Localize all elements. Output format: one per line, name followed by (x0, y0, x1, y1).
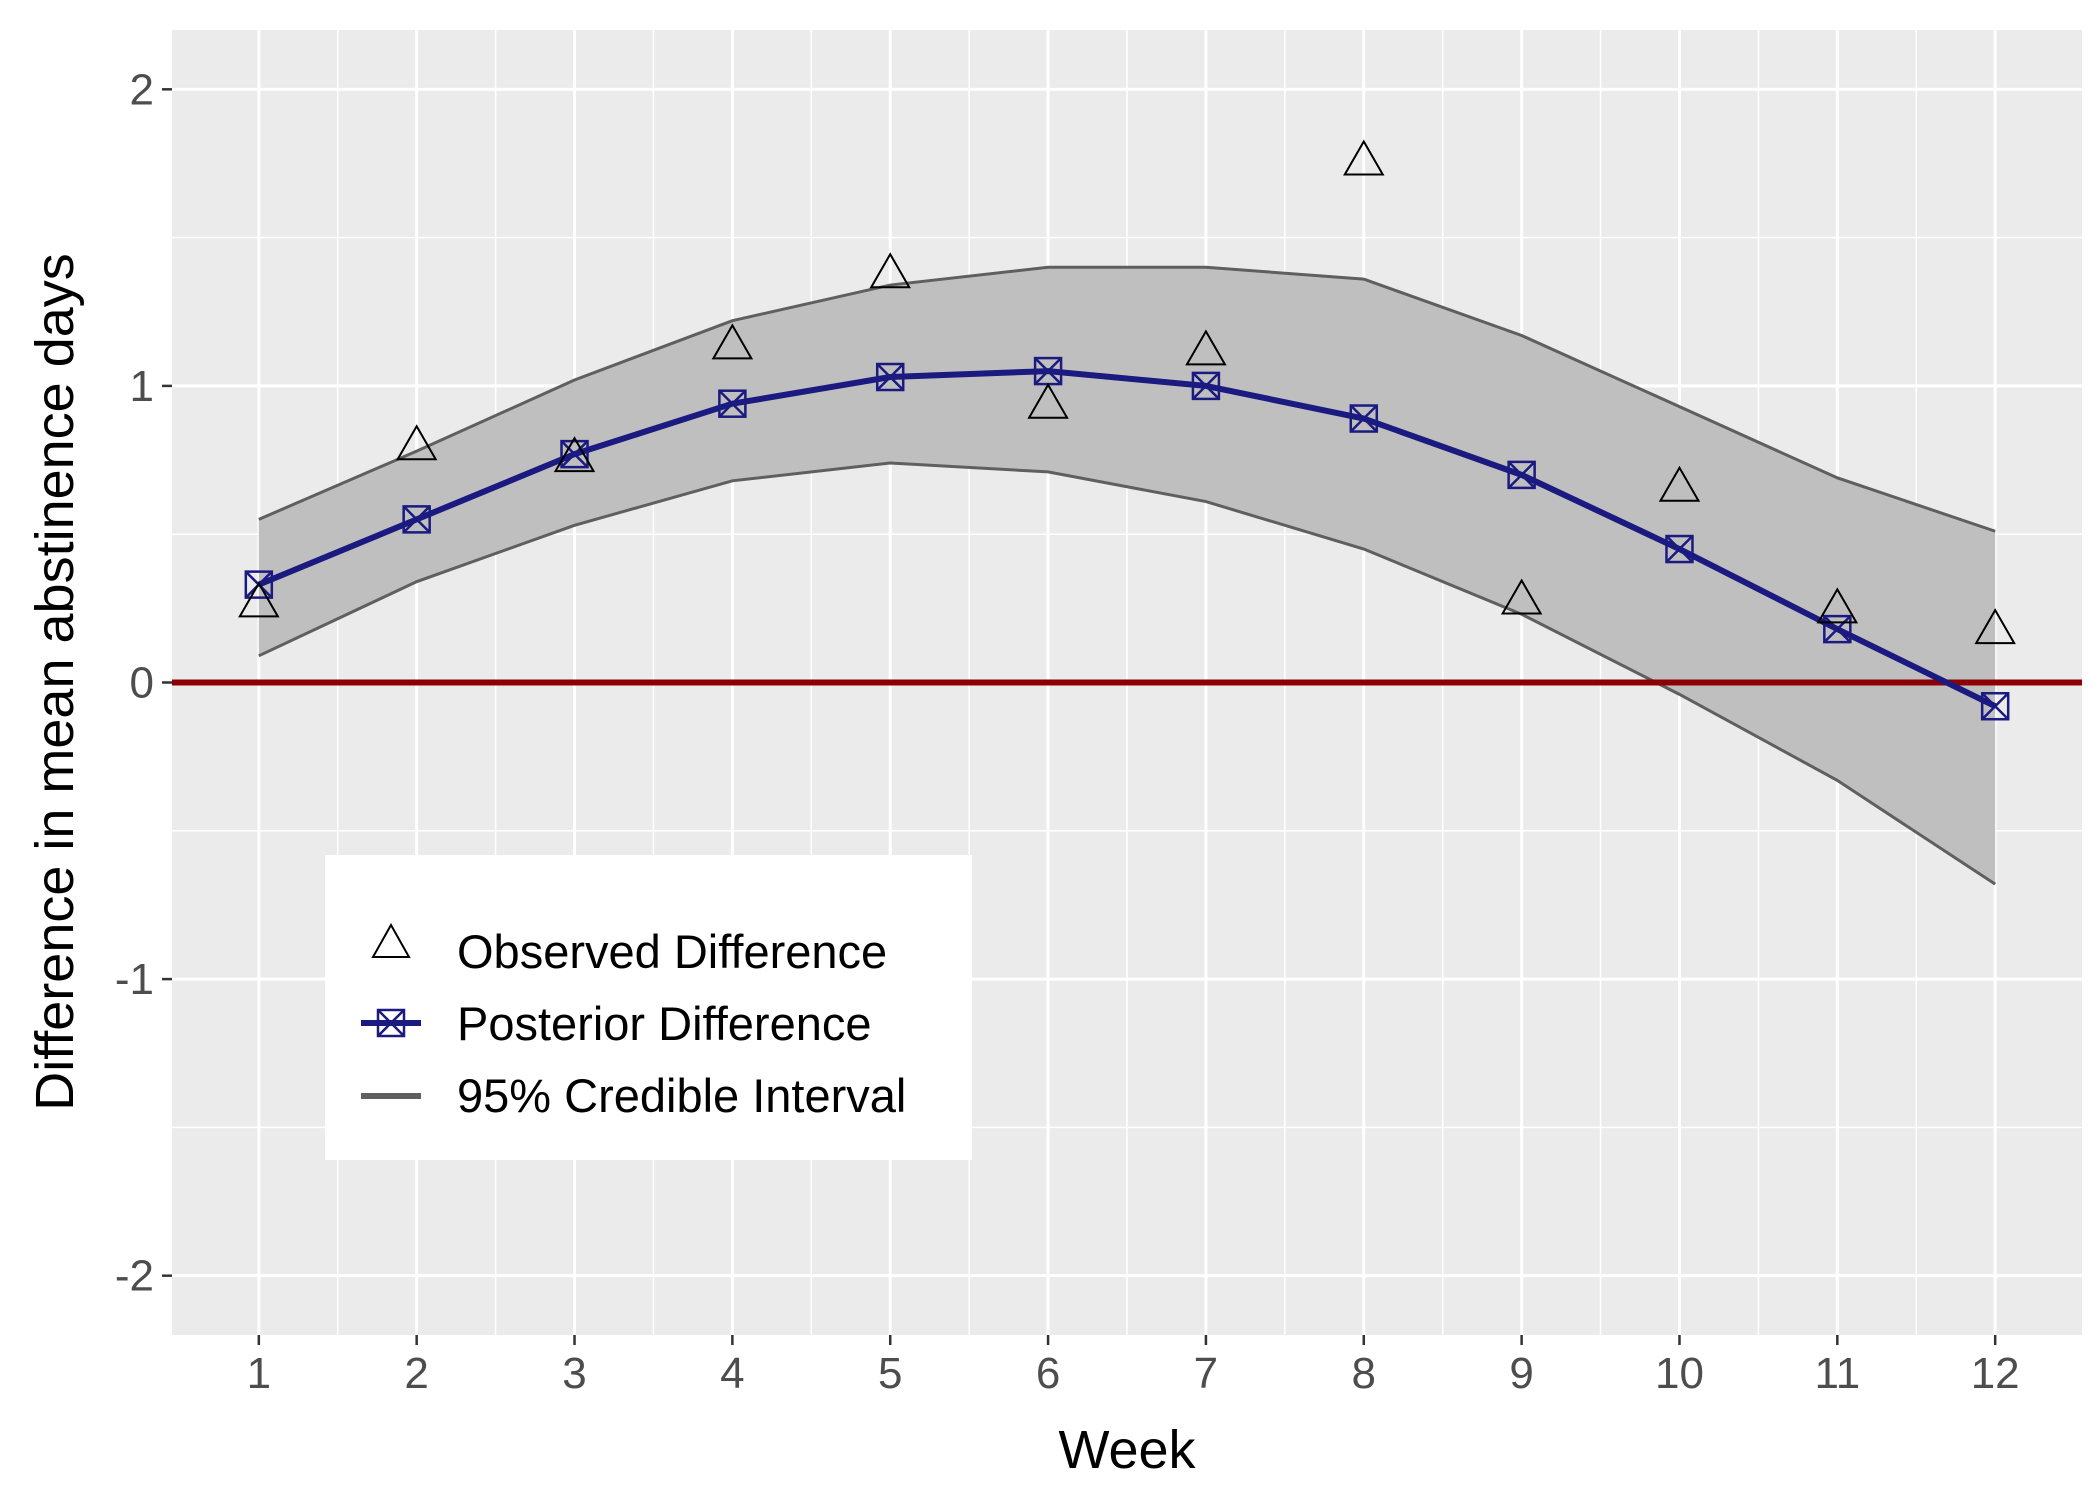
observed-point (1500, 578, 1543, 615)
posterior-marker-cross (560, 440, 589, 469)
y-tick-label: 1 (130, 362, 154, 411)
posterior-marker-square (1665, 534, 1694, 564)
posterior-point (1823, 614, 1852, 644)
posterior-marker-square (1823, 614, 1852, 644)
legend-interval-label: 95% Credible Interval (457, 1069, 906, 1122)
posterior-point (560, 439, 589, 469)
posterior-marker-square (402, 505, 431, 534)
posterior-point (402, 505, 431, 534)
posterior-marker-square (1980, 691, 2010, 721)
credible-interval-lower (258, 461, 1997, 886)
x-tick-label: 10 (1655, 1349, 1704, 1398)
posterior-point (1980, 691, 2010, 721)
observed-point (1343, 139, 1385, 176)
legend-observed-label: Observed Difference (457, 925, 887, 978)
posterior-marker-cross (1034, 357, 1062, 385)
credible-interval-band (258, 265, 1997, 886)
posterior-point (1507, 460, 1536, 490)
posterior-marker-cross (1507, 461, 1536, 489)
legend-observed-key (371, 922, 411, 958)
posterior-series (244, 356, 2010, 721)
x-tick-label: 11 (1814, 1349, 1860, 1398)
observed-point (869, 252, 911, 289)
observed-series (238, 139, 2016, 645)
y-tick-label: -2 (115, 1252, 154, 1301)
posterior-point (1665, 534, 1694, 564)
y-tick-label: 0 (130, 659, 154, 708)
posterior-marker-cross (1823, 615, 1852, 643)
observed-point (1027, 382, 1069, 419)
observed-point (553, 436, 596, 473)
x-tick-label: 2 (404, 1349, 428, 1398)
observed-point (238, 581, 280, 618)
posterior-marker-cross (402, 505, 431, 534)
observed-point (1816, 587, 1859, 624)
y-tick-label: 2 (130, 65, 154, 114)
posterior-marker-square (1507, 460, 1536, 490)
observed-point (1658, 465, 1701, 502)
posterior-marker-cross (1192, 372, 1220, 400)
posterior-marker-cross (1981, 692, 2010, 721)
posterior-marker-cross (876, 363, 905, 391)
legend-posterior-label: Posterior Difference (457, 997, 872, 1050)
x-tick-label: 8 (1352, 1349, 1376, 1398)
observed-point (1185, 329, 1227, 366)
x-tick-label: 6 (1036, 1349, 1060, 1398)
posterior-point (875, 362, 905, 392)
legend: Observed Difference Posterior Difference… (325, 855, 972, 1160)
posterior-marker-square (1349, 404, 1379, 433)
x-tick-label: 7 (1194, 1349, 1218, 1398)
observed-point (1974, 608, 2016, 645)
x-tick-label: 3 (562, 1349, 586, 1398)
legend-posterior-key (376, 1008, 406, 1038)
observed-point (711, 323, 754, 360)
posterior-marker-square (718, 389, 747, 418)
x-tick-label: 12 (1971, 1349, 2020, 1398)
x-tick-label: 9 (1509, 1349, 1533, 1398)
y-axis-title: Difference in mean abstinence days (25, 253, 85, 1111)
credible-interval-upper (258, 265, 1996, 533)
posterior-marker-square (560, 439, 589, 469)
credible-interval-fill (258, 267, 1996, 885)
posterior-marker-square (875, 362, 905, 392)
posterior-point (1191, 371, 1221, 401)
posterior-marker-square (1191, 371, 1221, 401)
posterior-point (718, 389, 747, 418)
posterior-point (1349, 404, 1379, 433)
y-tick-label: -1 (115, 955, 154, 1004)
posterior-marker-square (244, 570, 274, 599)
posterior-line (257, 368, 1997, 709)
x-axis-title: Week (1058, 1420, 1196, 1480)
posterior-marker-cross (718, 389, 747, 418)
legend-box (325, 855, 972, 1160)
x-tick-label: 1 (247, 1349, 271, 1398)
posterior-marker-cross (1349, 404, 1378, 433)
posterior-marker-cross (1665, 535, 1694, 563)
observed-point (395, 424, 438, 461)
x-tick-label: 4 (720, 1349, 744, 1398)
x-tick-label: 5 (878, 1349, 902, 1398)
